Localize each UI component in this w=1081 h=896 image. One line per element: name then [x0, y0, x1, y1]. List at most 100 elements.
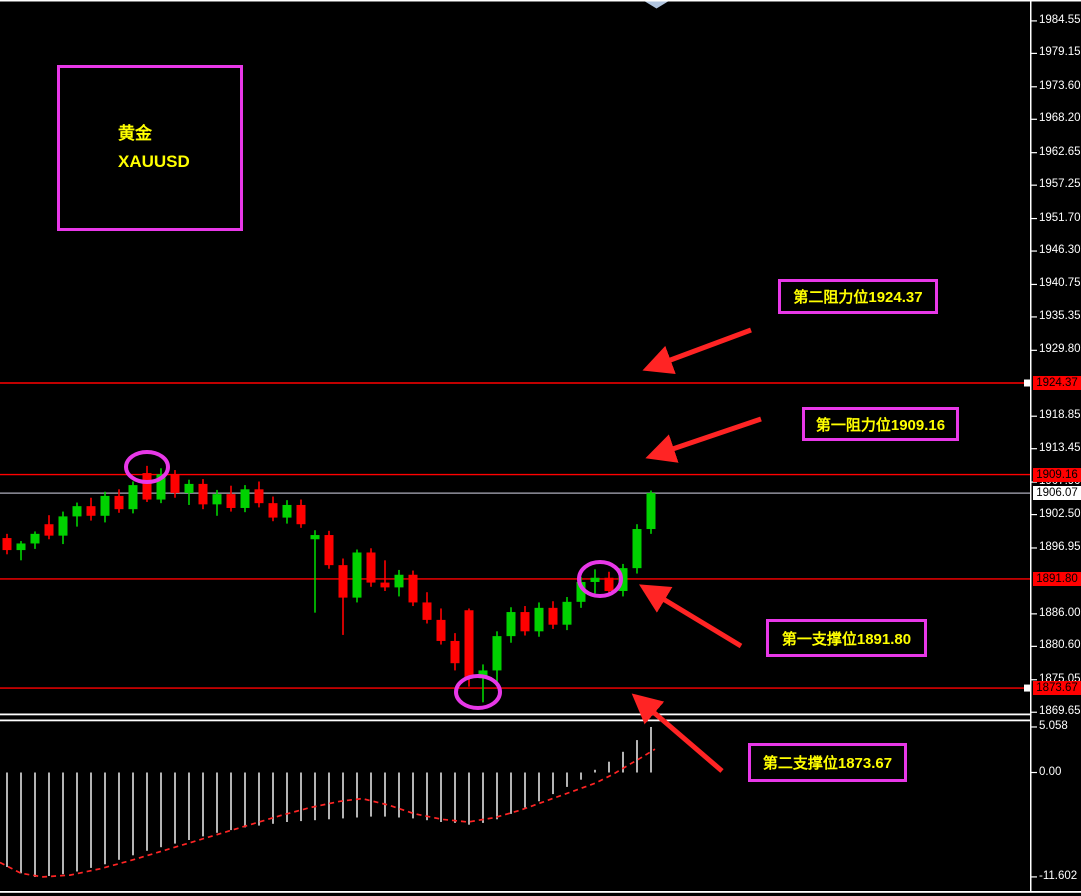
candle-bear	[450, 640, 460, 664]
candle-bear	[2, 538, 12, 551]
price-tick-label: 1979.15	[1039, 46, 1081, 59]
top-border	[0, 0, 1081, 2]
candle-bear	[422, 602, 432, 620]
price-tick-label: 1913.45	[1039, 441, 1081, 454]
candle-bull	[534, 607, 544, 632]
candle-bull	[492, 636, 502, 671]
candle-bear	[380, 582, 390, 588]
candle-bull	[16, 543, 26, 551]
candle-bear	[436, 619, 446, 641]
chart-shift-marker-icon[interactable]	[645, 1, 668, 9]
level-price-badge: 1891.80	[1033, 571, 1081, 586]
candle-bear	[464, 610, 474, 679]
resistance2-arrow[interactable]	[642, 327, 752, 375]
level-price-badge: 1873.67	[1033, 681, 1081, 696]
price-tick-label: 1929.80	[1039, 343, 1081, 356]
price-tick-label: 1935.35	[1039, 309, 1081, 322]
candle-bear	[408, 574, 418, 603]
symbol-text: 黄金 XAUUSD	[118, 120, 190, 176]
symbol-name-cn: 黄金	[118, 124, 152, 143]
price-tick-label: 1902.50	[1039, 507, 1081, 520]
support2-arrow[interactable]	[631, 693, 724, 773]
candle-bull	[478, 670, 488, 679]
resistance2-label-box[interactable]: 第二阻力位1924.37	[778, 279, 938, 314]
price-tick-label: 1973.60	[1039, 79, 1081, 92]
resistance1-label-box[interactable]: 第一阻力位1909.16	[802, 407, 959, 441]
candle-bull	[100, 495, 110, 516]
candle-bull	[212, 494, 222, 505]
level-handle[interactable]	[1024, 684, 1031, 692]
price-tick-label: 1946.30	[1039, 244, 1081, 257]
bottom-border	[0, 891, 1081, 893]
candle-bull	[156, 474, 166, 500]
resistance1-label: 第一阻力位1909.16	[815, 416, 946, 434]
resistance2-label: 第二阻力位1924.37	[793, 289, 923, 306]
candle-bear	[548, 607, 558, 625]
resistance1-arrow[interactable]	[645, 416, 762, 463]
indicator-tick-label: -11.602	[1039, 869, 1078, 882]
price-tick-label: 1984.55	[1039, 13, 1081, 26]
candle-bull	[394, 574, 404, 588]
price-tick-label: 1951.70	[1039, 211, 1081, 224]
candle-bear	[324, 535, 334, 566]
candle-bull	[184, 483, 194, 493]
candle-bull	[128, 485, 138, 510]
level-price-badge: 1909.16	[1033, 467, 1081, 482]
candle-bull	[590, 577, 600, 582]
candle-bear	[338, 565, 348, 598]
signal-line	[0, 748, 656, 878]
support1-label: 第一支撑位1891.80	[781, 630, 912, 648]
candle-bear	[254, 489, 264, 504]
support2-label-box[interactable]: 第二支撑位1873.67	[748, 743, 907, 782]
candle-bull	[72, 506, 82, 517]
price-tick-label: 1880.60	[1039, 639, 1081, 652]
symbol-ticker: XAUUSD	[118, 152, 190, 171]
indicator-tick-label: 5.058	[1039, 719, 1068, 732]
support2-label: 第二支撑位1873.67	[762, 755, 893, 772]
candle-bull	[240, 489, 250, 508]
candle-bull	[310, 535, 320, 540]
candle-bull	[562, 601, 572, 625]
level-handle[interactable]	[1024, 379, 1031, 387]
current-price-badge: 1906.07	[1033, 486, 1081, 501]
level-price-badge: 1924.37	[1033, 376, 1081, 390]
candle-bull	[30, 533, 40, 544]
candle-bear	[226, 494, 236, 508]
highlight-ellipse-3[interactable]	[454, 674, 502, 710]
candle-bull	[618, 568, 628, 592]
candle-bear	[142, 473, 152, 500]
candle-bear	[604, 577, 614, 592]
support1-arrow[interactable]	[639, 584, 743, 649]
candle-bear	[520, 612, 530, 632]
pane-separator-line[interactable]	[0, 713, 1030, 716]
candle-bear	[366, 552, 376, 583]
symbol-info-box[interactable]: 黄金 XAUUSD	[57, 65, 243, 231]
candle-bear	[170, 474, 180, 493]
candle-bear	[198, 483, 208, 505]
axis-border	[1030, 0, 1032, 891]
price-tick-label: 1940.75	[1039, 277, 1081, 290]
price-tick-label: 1869.65	[1039, 705, 1081, 718]
candle-bull	[58, 516, 68, 536]
price-tick-label: 1918.85	[1039, 409, 1081, 422]
price-tick-label: 1968.20	[1039, 112, 1081, 125]
indicator-tick-label: 0.00	[1039, 765, 1062, 778]
candle-bear	[86, 506, 96, 516]
support1-label-box[interactable]: 第一支撑位1891.80	[766, 619, 927, 657]
pane-separator-line[interactable]	[0, 719, 1030, 722]
highlight-ellipse-1[interactable]	[124, 450, 170, 484]
candle-bear	[114, 495, 124, 510]
candle-bull	[282, 504, 292, 518]
candle-bull	[646, 493, 656, 530]
candle-bull	[352, 552, 362, 598]
price-tick-label: 1886.00	[1039, 606, 1081, 619]
price-tick-label: 1896.95	[1039, 540, 1081, 553]
candle-bear	[296, 504, 306, 525]
price-tick-label: 1957.25	[1039, 178, 1081, 191]
candle-bull	[506, 612, 516, 637]
highlight-ellipse-2[interactable]	[577, 560, 623, 598]
candle-bull	[576, 581, 586, 602]
candle-bull	[632, 529, 642, 569]
